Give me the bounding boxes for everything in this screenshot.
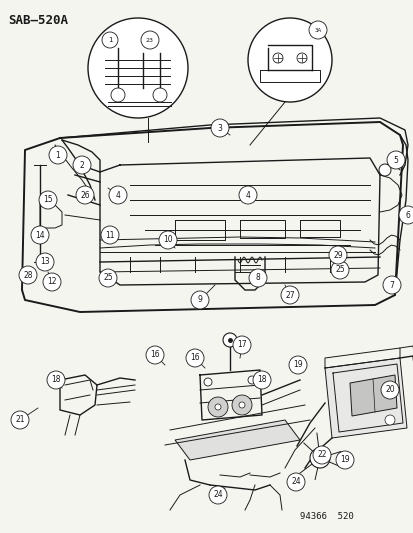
Text: 16: 16	[190, 353, 199, 362]
Circle shape	[378, 164, 390, 176]
Circle shape	[190, 291, 209, 309]
Circle shape	[252, 371, 271, 389]
Polygon shape	[324, 358, 406, 438]
Circle shape	[204, 378, 211, 386]
Circle shape	[102, 32, 118, 48]
Text: 12: 12	[47, 278, 57, 287]
Circle shape	[382, 276, 400, 294]
Text: 19: 19	[292, 360, 302, 369]
Text: 1: 1	[107, 37, 112, 43]
Circle shape	[19, 266, 37, 284]
Circle shape	[214, 404, 221, 410]
Circle shape	[272, 53, 282, 63]
Circle shape	[247, 376, 255, 384]
Circle shape	[49, 146, 67, 164]
Text: 19: 19	[339, 456, 349, 464]
Text: 4: 4	[245, 190, 250, 199]
Text: 9: 9	[197, 295, 202, 304]
Circle shape	[330, 261, 348, 279]
Text: 16: 16	[150, 351, 159, 359]
Text: 18: 18	[256, 376, 266, 384]
Text: 23: 23	[146, 37, 154, 43]
Circle shape	[185, 349, 204, 367]
Circle shape	[386, 151, 404, 169]
Text: 10: 10	[163, 236, 172, 245]
Text: 29: 29	[332, 251, 342, 260]
Polygon shape	[175, 420, 299, 460]
Text: 2: 2	[79, 160, 84, 169]
Text: 18: 18	[51, 376, 61, 384]
Circle shape	[211, 119, 228, 137]
Text: 4: 4	[115, 190, 120, 199]
Circle shape	[76, 186, 94, 204]
Circle shape	[335, 451, 353, 469]
Circle shape	[99, 269, 117, 287]
Text: 7: 7	[389, 280, 394, 289]
Circle shape	[248, 269, 266, 287]
Circle shape	[280, 286, 298, 304]
Circle shape	[384, 415, 394, 425]
Circle shape	[146, 346, 164, 364]
Text: 20: 20	[384, 385, 394, 394]
Text: 17: 17	[237, 341, 246, 350]
Circle shape	[101, 226, 119, 244]
Circle shape	[308, 21, 326, 39]
Circle shape	[309, 448, 329, 468]
Circle shape	[328, 246, 346, 264]
Circle shape	[36, 253, 54, 271]
Text: 15: 15	[43, 196, 53, 205]
Circle shape	[207, 397, 228, 417]
Text: 24: 24	[290, 478, 300, 487]
Circle shape	[109, 186, 127, 204]
Circle shape	[47, 371, 65, 389]
Text: 27: 27	[285, 290, 294, 300]
Circle shape	[11, 411, 29, 429]
Circle shape	[39, 191, 57, 209]
Circle shape	[288, 356, 306, 374]
Text: 25: 25	[103, 273, 112, 282]
Circle shape	[73, 156, 91, 174]
Text: 26: 26	[80, 190, 90, 199]
Text: 13: 13	[40, 257, 50, 266]
Circle shape	[231, 395, 252, 415]
Circle shape	[31, 226, 49, 244]
Circle shape	[296, 53, 306, 63]
Circle shape	[233, 336, 250, 354]
Text: 14: 14	[35, 230, 45, 239]
Circle shape	[111, 88, 125, 102]
Text: 24: 24	[213, 490, 222, 499]
Circle shape	[247, 18, 331, 102]
Text: SAB–520A: SAB–520A	[8, 14, 68, 27]
Text: 8: 8	[255, 273, 260, 282]
Circle shape	[153, 88, 166, 102]
Circle shape	[141, 31, 159, 49]
Circle shape	[238, 186, 256, 204]
Circle shape	[286, 473, 304, 491]
Circle shape	[312, 446, 330, 464]
Circle shape	[223, 333, 236, 347]
Text: 3A: 3A	[313, 28, 321, 33]
Text: 5: 5	[393, 156, 397, 165]
Circle shape	[238, 402, 244, 408]
Text: 21: 21	[15, 416, 25, 424]
Circle shape	[43, 273, 61, 291]
Polygon shape	[349, 375, 396, 416]
Text: 11: 11	[105, 230, 114, 239]
Text: 94366  520: 94366 520	[299, 512, 353, 521]
Text: 1: 1	[55, 150, 60, 159]
Circle shape	[88, 18, 188, 118]
Text: 25: 25	[335, 265, 344, 274]
Circle shape	[398, 206, 413, 224]
Circle shape	[380, 381, 398, 399]
Text: 3: 3	[217, 124, 222, 133]
Circle shape	[209, 486, 226, 504]
Text: 6: 6	[405, 211, 409, 220]
Text: 28: 28	[23, 271, 33, 279]
Circle shape	[159, 231, 177, 249]
Text: 22: 22	[316, 450, 326, 459]
